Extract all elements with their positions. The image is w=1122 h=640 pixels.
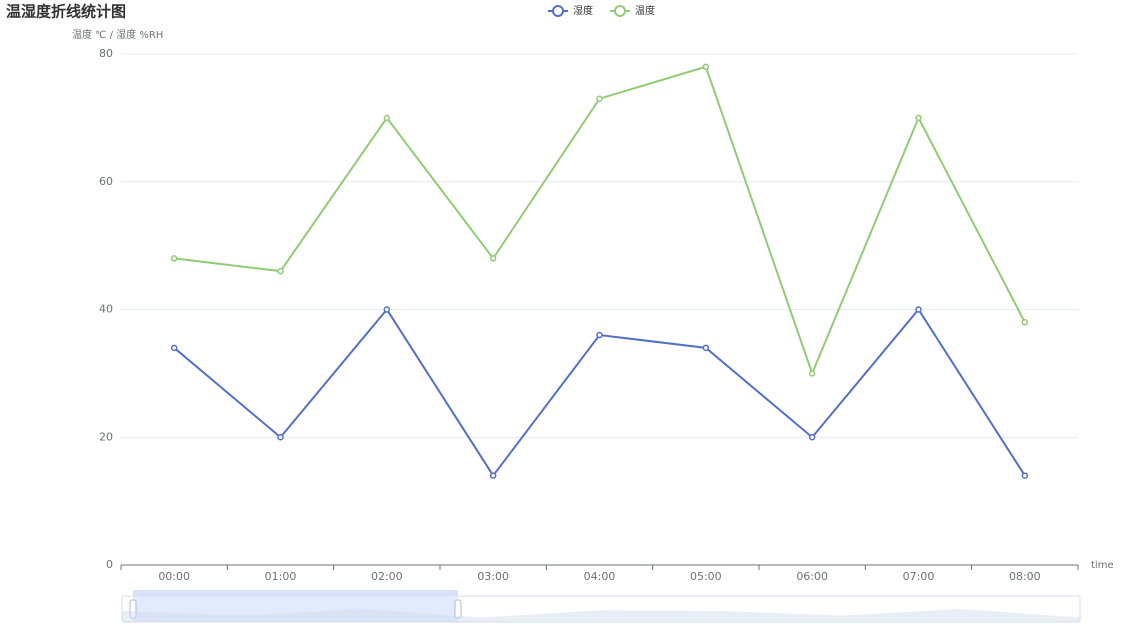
y-tick-label: 20 xyxy=(99,430,113,443)
legend-label: 湿度 xyxy=(573,4,593,17)
zoom-bar[interactable] xyxy=(133,590,458,596)
legend-symbol xyxy=(552,5,564,17)
legend-symbol xyxy=(614,5,626,17)
x-tick-label: 06:00 xyxy=(796,570,828,583)
x-tick-label: 00:00 xyxy=(158,570,190,583)
chart-title: 温湿度折线统计图 xyxy=(6,3,126,21)
point xyxy=(915,306,922,313)
point xyxy=(1021,319,1029,326)
point xyxy=(383,306,391,313)
point xyxy=(915,114,922,122)
point xyxy=(170,344,178,352)
point xyxy=(277,267,284,275)
zoom-shadow xyxy=(122,609,1080,622)
legend-label: 温度 xyxy=(635,4,655,17)
x-axis-label: time xyxy=(1091,560,1114,571)
point xyxy=(702,344,710,352)
x-tick-label: 01:00 xyxy=(265,570,297,583)
point xyxy=(808,434,816,441)
y-tick-label: 40 xyxy=(99,303,113,316)
x-tick-label: 04:00 xyxy=(584,570,616,583)
zoom-handle[interactable] xyxy=(454,599,462,619)
series-line xyxy=(174,65,1026,377)
x-tick-label: 08:00 xyxy=(1009,570,1041,583)
y-tick-label: 60 xyxy=(99,175,113,188)
point xyxy=(596,95,603,102)
point xyxy=(702,63,710,71)
point xyxy=(170,255,178,262)
point xyxy=(383,114,391,122)
y-tick-label: 80 xyxy=(99,47,113,60)
x-tick-label: 07:00 xyxy=(903,570,935,583)
point xyxy=(596,331,603,339)
y-axis-label: 温度 ℃ / 湿度 %RH xyxy=(72,28,163,41)
y-tick-label: 0 xyxy=(106,558,113,571)
point xyxy=(277,434,284,441)
x-tick-label: 02:00 xyxy=(371,570,403,583)
x-tick-label: 03:00 xyxy=(477,570,509,583)
point xyxy=(489,472,497,479)
x-tick-label: 05:00 xyxy=(690,570,722,583)
point xyxy=(1021,472,1029,479)
point xyxy=(489,255,497,262)
point xyxy=(808,370,816,377)
